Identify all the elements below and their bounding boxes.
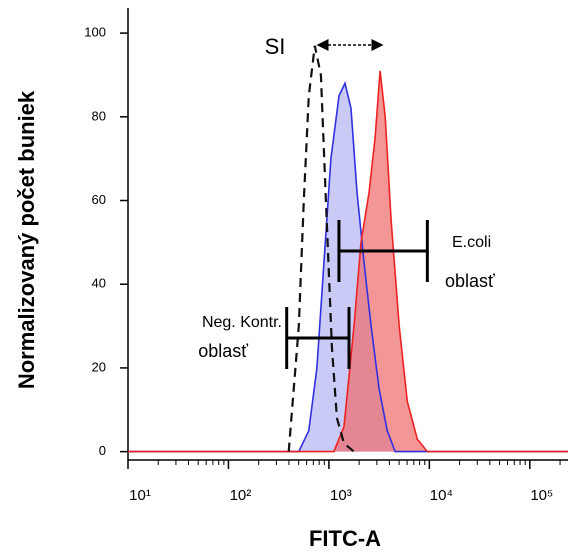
y-tick-label: 0 <box>99 443 106 458</box>
x-tick-label: 10⁵ <box>530 487 553 504</box>
y-tick-label: 40 <box>92 276 106 291</box>
annotation: SI <box>265 34 286 59</box>
x-tick-label: 10⁴ <box>430 487 453 504</box>
y-tick-label: 20 <box>92 359 106 374</box>
x-tick-label: 10³ <box>330 487 352 504</box>
x-tick-label: 10² <box>230 487 252 504</box>
gate-label: oblasť <box>198 341 248 361</box>
x-tick-label: 10¹ <box>129 487 151 504</box>
y-axis-label: Normalizovaný počet buniek <box>14 90 39 389</box>
series-line <box>128 80 568 453</box>
y-tick-label: 60 <box>92 192 106 207</box>
area <box>128 83 568 452</box>
gate-label: E.coli <box>452 234 491 251</box>
y-tick-label: 100 <box>84 25 106 40</box>
gate-label: Neg. Kontr. <box>202 314 282 331</box>
x-axis-label: FITC-A <box>309 526 381 551</box>
plot-area <box>128 45 568 453</box>
gate-label: oblasť <box>445 271 495 291</box>
series-line <box>128 70 568 453</box>
series-line <box>287 45 355 453</box>
y-tick-label: 80 <box>92 108 106 123</box>
